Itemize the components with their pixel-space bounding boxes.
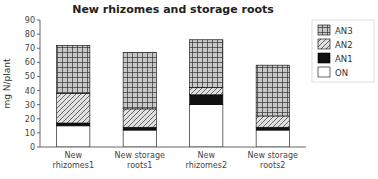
legend: AN3 AN2 AN1 ON [312, 20, 374, 82]
bar-segment [256, 65, 289, 116]
bar-segment [57, 123, 90, 126]
bar-segment [190, 40, 223, 88]
legend-swatch [318, 53, 330, 63]
y-axis-label: mg N/plant [2, 58, 12, 109]
bar-segment [256, 116, 289, 127]
title: New rhizomes and storage roots [72, 3, 274, 16]
y-tick-label: 20 [25, 115, 35, 124]
legend-label: ON [335, 68, 348, 78]
bar-segment [123, 130, 156, 147]
y-tick-label: 0 [30, 143, 35, 152]
x-tick-label: Newrhizomes1 [52, 151, 94, 170]
y-tick-label: 90 [25, 16, 35, 25]
y-tick-label: 70 [25, 44, 35, 53]
bar-segment [57, 45, 90, 93]
bar-segment [57, 93, 90, 123]
y-tick-label: 40 [25, 87, 35, 96]
bar-segment [190, 88, 223, 95]
chart: New rhizomes and storage roots mg N/plant… [0, 0, 378, 179]
legend-swatch [318, 39, 330, 49]
legend-frame [312, 20, 374, 82]
legend-label: AN1 [335, 54, 353, 64]
y-tick-label: 60 [25, 58, 35, 67]
bar-segment [123, 52, 156, 108]
bar-segment [123, 127, 156, 130]
y-tick-label: 50 [25, 72, 35, 81]
bar-segment [256, 127, 289, 130]
legend-label: AN2 [335, 40, 353, 50]
y-tick-label: 30 [25, 101, 35, 110]
y-tick-label: 10 [25, 129, 35, 138]
x-tick-label: Newrhizomes2 [185, 151, 227, 170]
bar-segment [123, 109, 156, 127]
y-tick-label: 80 [25, 30, 35, 39]
legend-swatch [318, 67, 330, 77]
x-axis [40, 147, 306, 148]
x-tick-label: New storageroots1 [115, 151, 165, 170]
bars [57, 40, 290, 147]
bar-segment [256, 130, 289, 147]
y-axis [40, 20, 41, 147]
bar-segment [190, 105, 223, 147]
legend-swatch [318, 25, 330, 35]
legend-label: AN3 [335, 26, 353, 36]
bar-segment [190, 95, 223, 105]
bar-segment [57, 126, 90, 147]
x-tick-label: New storageroots2 [248, 151, 298, 170]
